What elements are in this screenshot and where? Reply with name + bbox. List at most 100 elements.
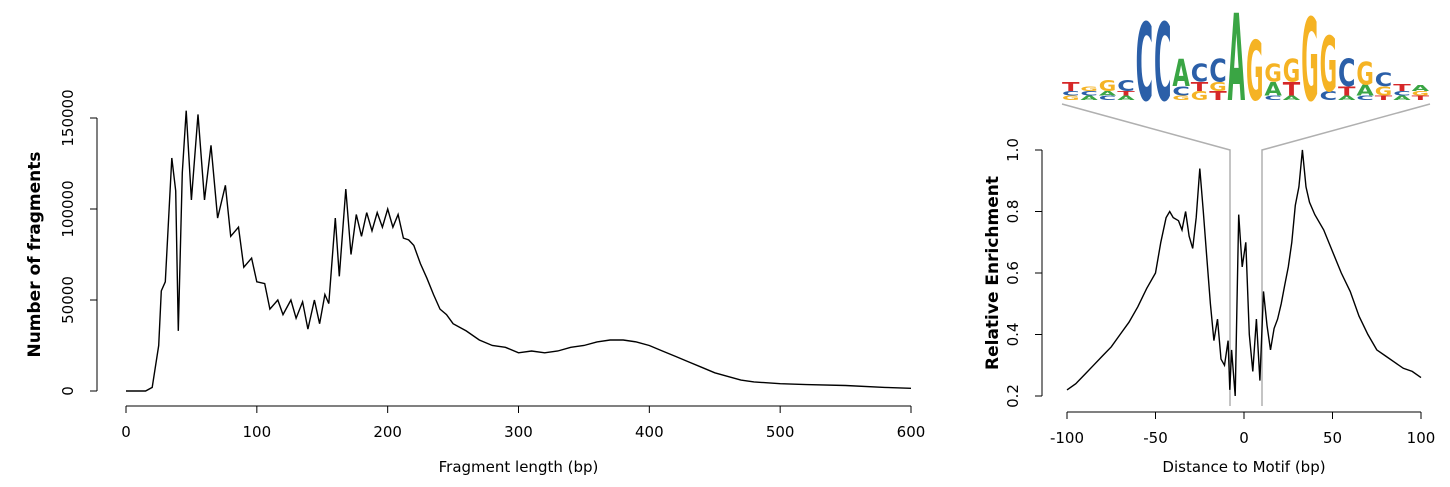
- logo-column: A: [1393, 94, 1411, 101]
- logo-letter: G: [1191, 88, 1208, 103]
- logo-column: C: [1393, 90, 1410, 97]
- logo-column: G: [1062, 94, 1079, 101]
- logo-column: G: [1080, 85, 1097, 92]
- logo-letter: T: [1062, 79, 1080, 94]
- logo-letter: T: [1375, 94, 1394, 101]
- logo-letter: G: [1356, 57, 1373, 93]
- y-tick-label: 0.6: [1004, 261, 1022, 285]
- logo-column: G: [1099, 78, 1116, 95]
- logo-letter: T: [1338, 83, 1356, 98]
- logo-letter: A: [1172, 52, 1190, 96]
- x-axis-title: Distance to Motif (bp): [1162, 458, 1325, 476]
- logo-letter: A: [1283, 94, 1301, 101]
- logo-letter: A: [1393, 94, 1411, 101]
- data-line: [126, 110, 912, 392]
- logo-letter: C: [1320, 88, 1337, 103]
- logo-letter: G: [1320, 22, 1337, 110]
- logo-letter: A: [1117, 94, 1135, 101]
- logo-column: G: [1172, 94, 1189, 101]
- logo-letter: G: [1301, 0, 1318, 128]
- y-axis-title: Number of fragments: [25, 151, 45, 357]
- logo-letter: G: [1246, 26, 1263, 121]
- y-tick-label: 0.8: [1004, 200, 1022, 224]
- logo-column: G: [1301, 0, 1318, 128]
- motif-connector: [1261, 103, 1431, 406]
- logo-letter: C: [1117, 78, 1134, 95]
- x-tick-label: 100: [1407, 429, 1436, 447]
- logo-column: C: [1117, 78, 1134, 95]
- data-line: [1066, 149, 1422, 397]
- logo-letter: T: [1283, 78, 1301, 100]
- x-tick-label: 400: [635, 423, 664, 441]
- y-tick-label: 0.4: [1004, 323, 1022, 347]
- x-axis-title: Fragment length (bp): [439, 458, 599, 476]
- logo-column: C: [1062, 90, 1079, 97]
- logo-column: A: [1356, 83, 1374, 100]
- x-tick-label: -50: [1143, 429, 1168, 447]
- logo-letter: G: [1080, 85, 1097, 92]
- x-tick-label: 0: [121, 423, 131, 441]
- logo-letter: A: [1099, 90, 1117, 97]
- logo-column: T: [1393, 81, 1411, 93]
- logo-column: G: [1356, 57, 1373, 93]
- logo-letter: G: [1375, 83, 1392, 98]
- logo-letter: C: [1356, 94, 1373, 101]
- logo-column: T: [1191, 79, 1209, 94]
- y-tick-label: 50000: [59, 276, 77, 324]
- y-tick-label: 1.0: [1004, 138, 1022, 162]
- x-tick-label: 50: [1323, 429, 1342, 447]
- logo-column: C: [1356, 94, 1373, 101]
- logo-letter: G: [1209, 79, 1226, 94]
- logo-column: C: [1099, 94, 1116, 101]
- logo-letter: G: [1099, 78, 1116, 95]
- y-axis-title: Relative Enrichment: [983, 176, 1003, 370]
- logo-letter: A: [1338, 94, 1356, 101]
- x-tick-label: 200: [373, 423, 402, 441]
- logo-letter: T: [1117, 90, 1136, 97]
- logo-letter: C: [1172, 83, 1189, 98]
- logo-column: C: [1080, 90, 1097, 97]
- logo-column: G: [1209, 79, 1226, 94]
- logo-column: G: [1412, 90, 1429, 97]
- logo-letter: C: [1136, 1, 1153, 126]
- logo-column: C: [1320, 88, 1337, 103]
- logo-letter: C: [1393, 90, 1410, 97]
- logo-column: T: [1283, 78, 1301, 100]
- logo-letter: C: [1264, 94, 1281, 101]
- logo-letter: A: [1080, 94, 1098, 101]
- logo-column: A: [1264, 78, 1281, 100]
- logo-letter: C: [1080, 90, 1097, 97]
- logo-column: T: [1375, 94, 1394, 101]
- x-tick-label: 500: [766, 423, 795, 441]
- x-tick-label: -100: [1050, 429, 1084, 447]
- logo-letter: G: [1412, 90, 1429, 97]
- logo-letter: T: [1209, 88, 1227, 103]
- logo-column: T: [1117, 90, 1136, 97]
- logo-column: G: [1375, 83, 1392, 98]
- logo-column: C: [1264, 94, 1281, 101]
- y-tick-label: 0.2: [1004, 384, 1022, 408]
- logo-column: A: [1117, 94, 1135, 101]
- x-tick-label: 300: [504, 423, 533, 441]
- logo-letter: C: [1375, 69, 1392, 91]
- y-tick-label: 150000: [59, 89, 77, 146]
- logo-column: C: [1191, 59, 1208, 88]
- logo-letter: A: [1356, 83, 1374, 100]
- logo-column: A: [1338, 94, 1356, 101]
- logo-column: G: [1246, 26, 1263, 121]
- logo-column: C: [1136, 1, 1153, 126]
- logo-letter: G: [1172, 94, 1189, 101]
- x-tick-label: 100: [243, 423, 272, 441]
- logo-letter: G: [1283, 54, 1300, 90]
- logo-letter: C: [1099, 94, 1116, 101]
- logo-column: A: [1412, 84, 1430, 93]
- logo-letter: T: [1191, 79, 1209, 94]
- logo-letter: C: [1154, 1, 1171, 126]
- logo-column: G: [1283, 54, 1300, 90]
- logo-column: C: [1172, 83, 1189, 98]
- logo-letter: A: [1228, 0, 1245, 129]
- y-tick-label: 0: [59, 386, 77, 396]
- logo-column: C: [1154, 1, 1171, 126]
- logo-column: A: [1228, 0, 1245, 129]
